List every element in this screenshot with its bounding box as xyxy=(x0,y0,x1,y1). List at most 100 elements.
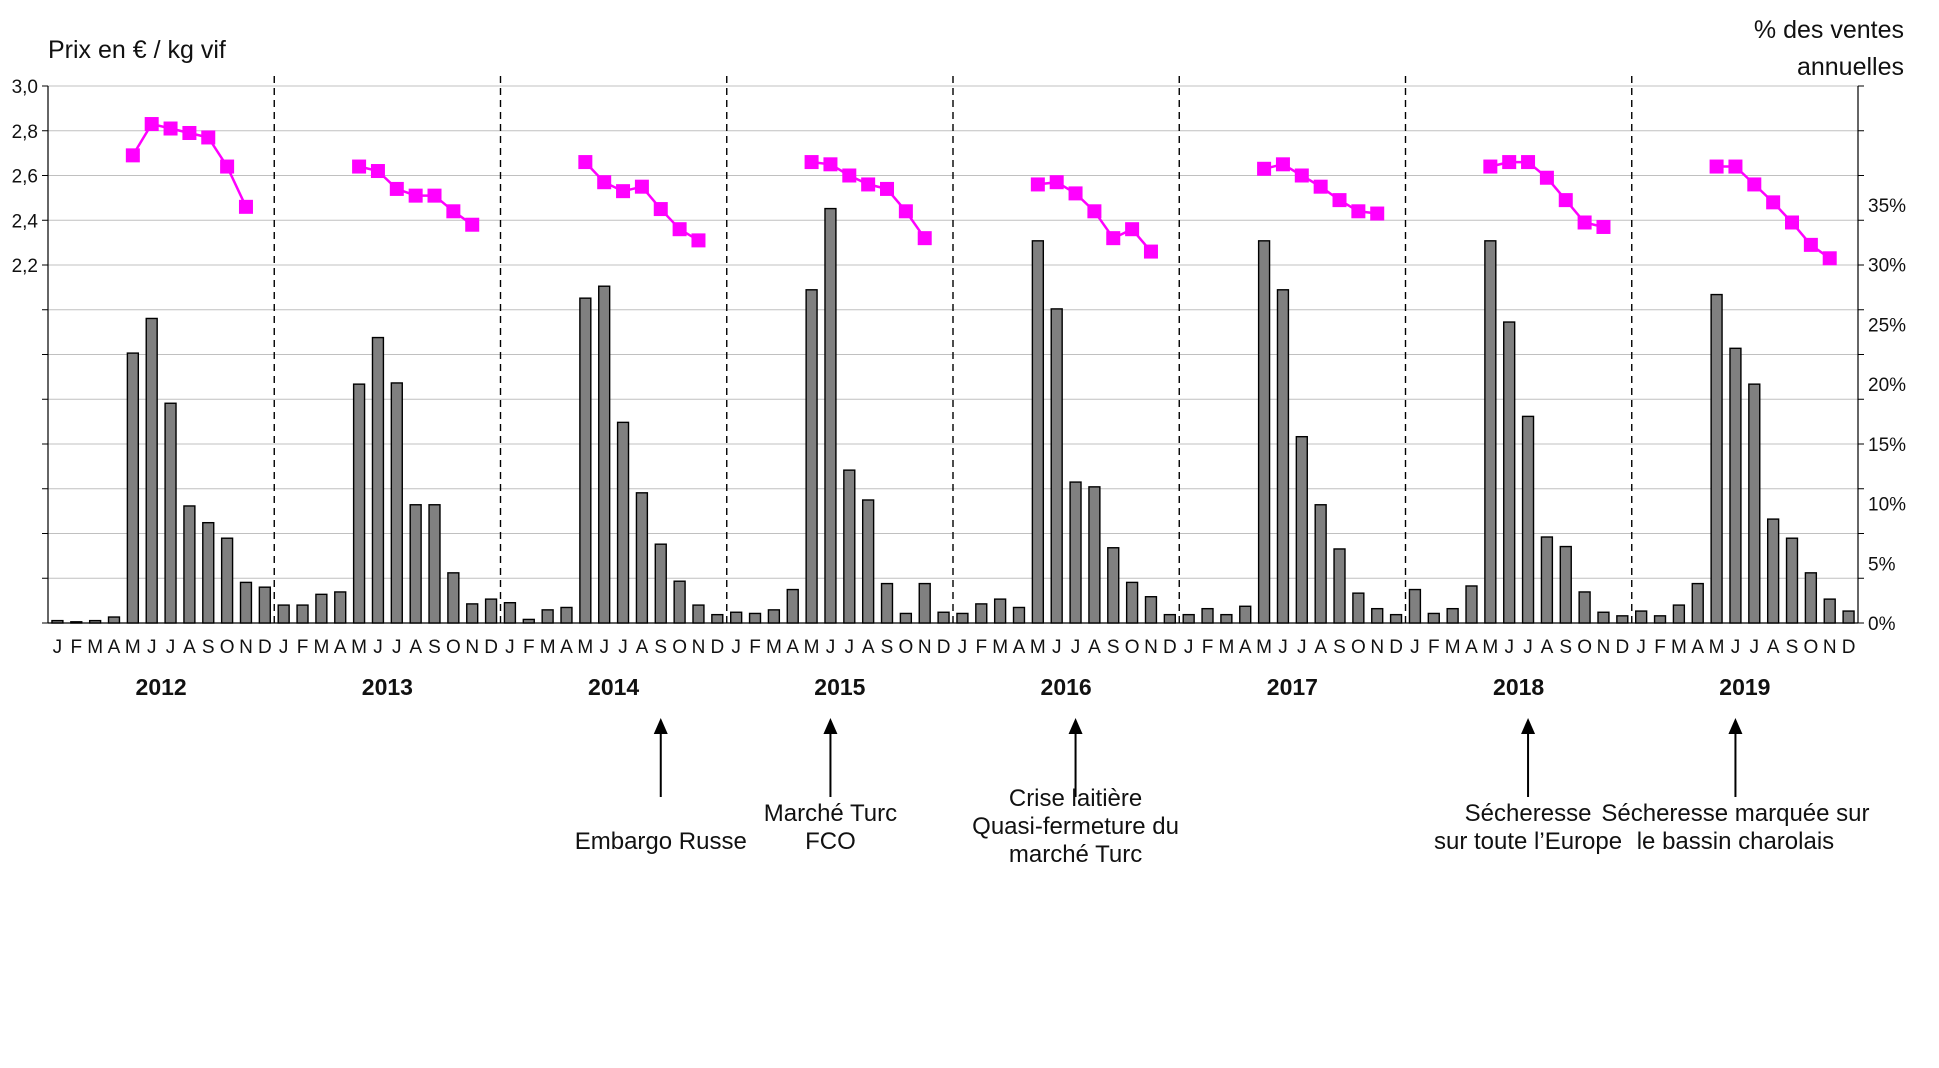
sales-bar xyxy=(220,537,234,624)
month-label: A xyxy=(1767,637,1780,658)
price-marker xyxy=(1125,222,1140,237)
year-label: 2017 xyxy=(1267,674,1318,700)
sales-bar xyxy=(1653,615,1667,624)
price-marker xyxy=(823,157,838,172)
month-label: M xyxy=(992,637,1008,658)
month-label: A xyxy=(560,637,573,658)
sales-bar xyxy=(748,612,762,624)
month-label: O xyxy=(898,637,913,658)
sales-bar xyxy=(164,402,177,624)
right-tick-label: 20% xyxy=(1868,375,1906,396)
price-marker xyxy=(1143,244,1158,259)
sales-bar xyxy=(183,505,196,624)
price-marker xyxy=(634,179,649,194)
sales-bar xyxy=(1107,547,1120,624)
price-marker xyxy=(1502,155,1517,170)
right-tick-label: 30% xyxy=(1868,256,1906,277)
sales-bar xyxy=(899,612,913,624)
month-label: A xyxy=(1691,637,1704,658)
sales-bar xyxy=(805,289,818,624)
price-marker xyxy=(1068,186,1083,201)
month-label: M xyxy=(1030,637,1046,658)
sales-bar xyxy=(409,504,422,624)
sales-bar xyxy=(447,572,460,624)
month-label: M xyxy=(804,637,820,658)
sales-bar xyxy=(1239,605,1252,624)
sales-bar xyxy=(880,582,894,624)
sales-bar xyxy=(767,609,781,624)
price-marker xyxy=(1709,159,1724,174)
month-label: O xyxy=(1351,637,1366,658)
right-tick-label: 25% xyxy=(1868,315,1906,336)
price-marker xyxy=(917,231,932,246)
month-label: A xyxy=(334,637,347,658)
sales-bar xyxy=(654,543,667,624)
sales-bar xyxy=(956,612,969,624)
month-label: M xyxy=(125,637,141,658)
month-label: A xyxy=(1013,637,1026,658)
month-label: O xyxy=(1803,637,1818,658)
month-label: J xyxy=(1750,637,1760,658)
price-marker xyxy=(427,188,442,203)
month-label: J xyxy=(958,637,968,658)
sales-bar xyxy=(1088,486,1101,624)
sales-bar xyxy=(1295,435,1308,624)
price-marker xyxy=(842,168,857,183)
annotation-text: Marché Turc xyxy=(764,800,897,827)
year-separators xyxy=(273,76,1633,623)
year-label: 2016 xyxy=(1041,674,1092,700)
price-marker xyxy=(238,199,253,214)
month-label: N xyxy=(1144,637,1158,658)
month-label: J xyxy=(1410,637,1420,658)
sales-bar xyxy=(579,297,592,624)
sales-bar xyxy=(1484,240,1497,624)
sales-bar xyxy=(503,601,517,624)
sales-bar xyxy=(1559,545,1572,624)
month-label: F xyxy=(523,637,535,658)
sales-bar xyxy=(1804,572,1818,624)
sales-bar xyxy=(843,469,856,624)
month-label: D xyxy=(258,637,272,658)
month-label: M xyxy=(87,637,103,658)
sales-bar xyxy=(239,581,253,624)
month-label: F xyxy=(1428,637,1440,658)
month-label: J xyxy=(279,637,289,658)
left-axis-title: Prix en € / kg vif xyxy=(48,36,226,64)
sales-bar xyxy=(861,499,875,624)
sales-bar xyxy=(1748,383,1761,624)
month-label: D xyxy=(937,637,951,658)
month-label: J xyxy=(1278,637,1288,658)
sales-bar xyxy=(371,336,385,624)
sales-bar xyxy=(126,352,140,624)
month-label: N xyxy=(1370,637,1384,658)
right-tick-label: 15% xyxy=(1868,435,1906,456)
month-label: F xyxy=(749,637,761,658)
sales-bar xyxy=(1766,518,1780,624)
sales-bar xyxy=(993,598,1007,624)
sales-bar xyxy=(1710,293,1723,624)
price-marker xyxy=(1596,219,1611,234)
right-tick-label: 10% xyxy=(1868,495,1906,516)
sales-bar xyxy=(145,317,158,624)
price-marker xyxy=(1803,237,1818,252)
month-label: A xyxy=(1541,637,1554,658)
annotation-text: Sécheresse marquée sur xyxy=(1601,800,1869,827)
month-label: O xyxy=(1577,637,1592,658)
month-label: J xyxy=(1731,637,1741,658)
month-label: O xyxy=(672,637,687,658)
price-marker xyxy=(1294,168,1309,183)
sales-bar xyxy=(51,619,64,624)
sales-bar xyxy=(107,616,121,624)
sales-bar xyxy=(1201,607,1214,624)
price-marker xyxy=(144,117,159,132)
month-label: N xyxy=(918,637,932,658)
month-label: A xyxy=(636,637,649,658)
month-label: N xyxy=(1597,637,1611,658)
month-label: J xyxy=(166,637,176,658)
month-label: J xyxy=(505,637,515,658)
month-label: M xyxy=(1445,637,1461,658)
sales-bar xyxy=(1333,548,1346,624)
month-label: A xyxy=(1088,637,1101,658)
month-label: J xyxy=(1504,637,1514,658)
